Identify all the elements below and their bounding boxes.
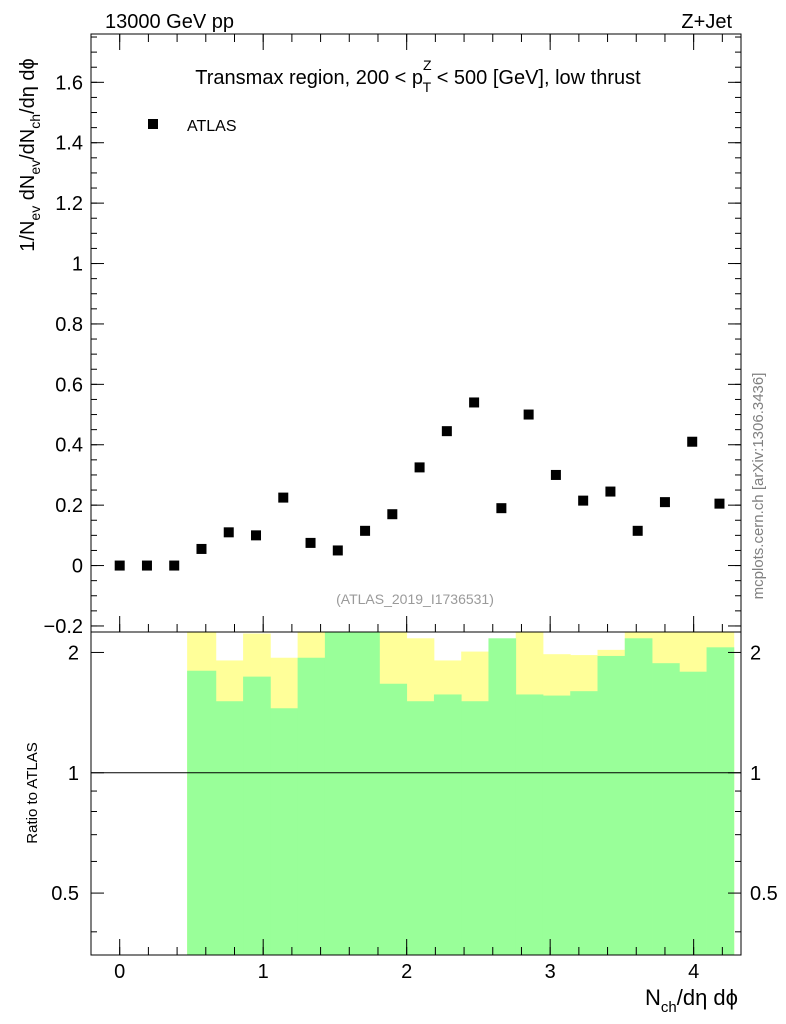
data-point xyxy=(469,397,480,408)
data-point xyxy=(496,503,507,514)
ratio-y-tick-label: 0.5 xyxy=(51,883,79,905)
ratio-y-axis: 0.5 0.5 1 1 2 2 xyxy=(51,642,778,933)
main-y-label: 1/Nev dNev/dNch/dη dϕ xyxy=(17,58,43,251)
data-point xyxy=(360,525,371,536)
data-point xyxy=(659,497,670,508)
green-band-bin xyxy=(461,701,489,955)
ratio-y-tick-label-right: 0.5 xyxy=(750,883,778,905)
atlas-series xyxy=(114,397,725,571)
green-band-bin xyxy=(324,632,353,955)
green-band-bin xyxy=(597,655,626,955)
data-point xyxy=(441,426,452,437)
green-band-bin xyxy=(570,691,598,955)
ratio-x-axis: 0 1 2 3 4 xyxy=(90,939,723,983)
main-plot: −0.2 0 0.2 0.4 0.6 0.8 1 1.2 1.4 1.6 Transmax reg… xyxy=(17,33,742,638)
green-band-bin xyxy=(379,683,408,955)
x-tick-label: 3 xyxy=(545,961,556,983)
header-right: Z+Jet xyxy=(681,11,732,33)
green-band-bin xyxy=(433,694,462,955)
header-left: 13000 GeV pp xyxy=(105,11,234,33)
main-x-ticks xyxy=(90,34,723,632)
data-point xyxy=(387,509,398,520)
data-point xyxy=(550,469,561,480)
data-point xyxy=(223,527,234,538)
ratio-bands xyxy=(187,632,735,955)
green-band-bin xyxy=(706,647,735,955)
green-band-bin xyxy=(652,663,680,955)
legend: ATLAS xyxy=(148,118,237,135)
data-point xyxy=(332,545,343,556)
main-y-tick-label: 0.4 xyxy=(55,435,83,457)
legend-label: ATLAS xyxy=(187,118,237,135)
ratio-y-tick-label: 2 xyxy=(68,642,79,664)
data-point xyxy=(169,560,180,571)
green-band-bin xyxy=(488,638,517,955)
main-y-tick-label: 0.6 xyxy=(55,374,83,396)
green-band-bin xyxy=(542,695,571,955)
main-y-tick-label: 1.6 xyxy=(55,72,83,94)
main-y-tick-label: 0.8 xyxy=(55,314,83,336)
green-band-bin xyxy=(406,701,435,955)
ratio-y-tick-label: 1 xyxy=(68,763,79,785)
data-point xyxy=(141,560,152,571)
green-band-bin xyxy=(243,676,271,955)
legend-marker xyxy=(148,119,158,129)
ratio-y-tick-label-right: 2 xyxy=(750,642,761,664)
ratio-plot: 0.5 0.5 1 1 2 2 0 1 2 3 4 Ratio to ATLAS Nch/dη d… xyxy=(24,631,778,1016)
data-point xyxy=(714,498,725,509)
ratio-y-label: Ratio to ATLAS xyxy=(24,742,41,843)
main-y-axis: −0.2 0 0.2 0.4 0.6 0.8 1 1.2 1.4 1.6 xyxy=(44,36,741,638)
ratio-frame xyxy=(90,631,742,956)
green-band-bin xyxy=(515,694,544,955)
side-credit: mcplots.cern.ch [arXiv:1306.3436] xyxy=(750,373,767,600)
ratio-y-tick-label-right: 1 xyxy=(750,763,761,785)
main-y-tick-label: 1 xyxy=(72,254,83,276)
main-y-tick-label: 0 xyxy=(72,556,83,578)
main-y-tick-label: 0.2 xyxy=(55,495,83,517)
data-point xyxy=(196,543,207,554)
main-y-tick-label: 1.4 xyxy=(55,133,83,155)
green-band-bin xyxy=(352,632,380,955)
main-y-tick-label: 1.2 xyxy=(55,193,83,215)
data-point xyxy=(605,486,616,497)
data-point xyxy=(414,462,425,473)
x-axis-label: Nch/dη dϕ xyxy=(645,985,738,1016)
data-point xyxy=(632,525,643,536)
watermark: (ATLAS_2019_I1736531) xyxy=(336,591,494,607)
x-tick-label: 1 xyxy=(258,961,269,983)
green-band-bin xyxy=(679,671,707,955)
x-tick-label: 2 xyxy=(401,961,412,983)
data-point xyxy=(305,537,316,548)
green-band-bin xyxy=(624,638,653,955)
main-y-tick-label: −0.2 xyxy=(44,616,83,638)
x-tick-label: 4 xyxy=(688,961,699,983)
x-tick-label: 0 xyxy=(114,961,125,983)
main-title: Transmax region, 200 < pZ T < 500 [GeV], … xyxy=(195,57,641,95)
green-band-bin xyxy=(215,701,244,955)
data-point xyxy=(578,495,589,506)
green-band-bin xyxy=(297,657,326,955)
data-point xyxy=(251,530,262,541)
green-band-bin xyxy=(187,670,217,955)
green-band-bin xyxy=(270,708,299,955)
data-point xyxy=(278,492,289,503)
data-point xyxy=(687,436,698,447)
data-point xyxy=(114,560,125,571)
data-point xyxy=(523,409,534,420)
